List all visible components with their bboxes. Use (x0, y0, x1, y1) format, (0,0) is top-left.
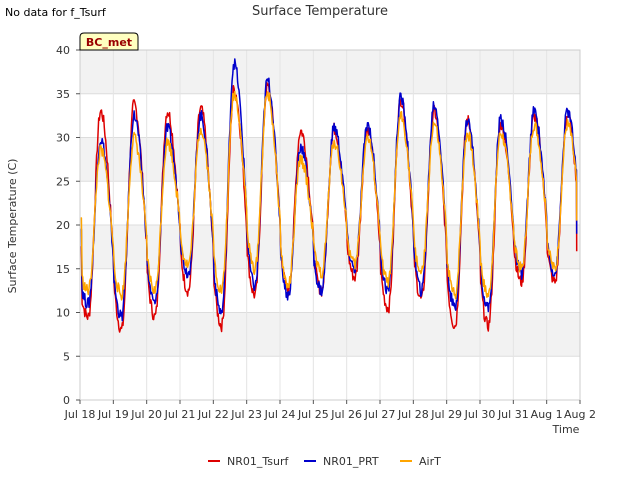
y-tick-label: 10 (56, 307, 70, 320)
x-axis-label: Time (552, 423, 580, 436)
y-tick-label: 30 (56, 132, 70, 145)
y-tick-label: 15 (56, 263, 70, 276)
x-tick-label: Jul 20 (130, 408, 162, 421)
x-tick-label: Jul 21 (164, 408, 196, 421)
x-tick-label: Jul 24 (264, 408, 296, 421)
x-tick-label: Jul 31 (497, 408, 529, 421)
x-tick-label: Jul 18 (64, 408, 96, 421)
y-tick-label: 35 (56, 88, 70, 101)
legend-label: NR01_Tsurf (227, 455, 289, 468)
background-band (80, 225, 580, 269)
x-tick-label: Jul 25 (297, 408, 329, 421)
x-tick-label: Aug 1 (531, 408, 563, 421)
x-tick-label: Jul 19 (97, 408, 129, 421)
x-tick-label: Jul 22 (197, 408, 229, 421)
y-tick-label: 40 (56, 44, 70, 57)
series-lines (80, 58, 578, 333)
x-tick-label: Jul 27 (364, 408, 396, 421)
legend: NR01_Tsurf NR01_PRT AirT (208, 455, 441, 468)
x-axis: Jul 18 Jul 19 Jul 20 Jul 21 Jul 22 Jul 23 Jul … (64, 400, 596, 421)
background-band (80, 50, 580, 94)
x-tick-label: Aug 2 (564, 408, 596, 421)
y-axis: 0 5 10 15 20 25 30 35 40 (56, 44, 80, 407)
x-tick-label: Jul 28 (397, 408, 429, 421)
legend-label: AirT (419, 455, 441, 468)
no-data-note: No data for f_Tsurf (5, 6, 106, 19)
x-tick-label: Jul 29 (430, 408, 462, 421)
bc-met-badge: BC_met (79, 32, 139, 51)
x-tick-label: Jul 30 (464, 408, 496, 421)
background-band (80, 312, 580, 357)
y-tick-label: 20 (56, 219, 70, 232)
y-tick-label: 5 (63, 350, 70, 363)
x-tick-label: Jul 26 (330, 408, 362, 421)
series-line-airt (80, 90, 578, 301)
bc-met-label: BC_met (86, 36, 132, 49)
y-tick-label: 0 (63, 394, 70, 407)
chart-title: Surface Temperature (252, 4, 388, 19)
legend-label: NR01_PRT (323, 455, 379, 468)
x-tick-label: Jul 23 (230, 408, 262, 421)
y-axis-label: Surface Temperature (C) (6, 159, 19, 294)
y-tick-label: 25 (56, 175, 70, 188)
